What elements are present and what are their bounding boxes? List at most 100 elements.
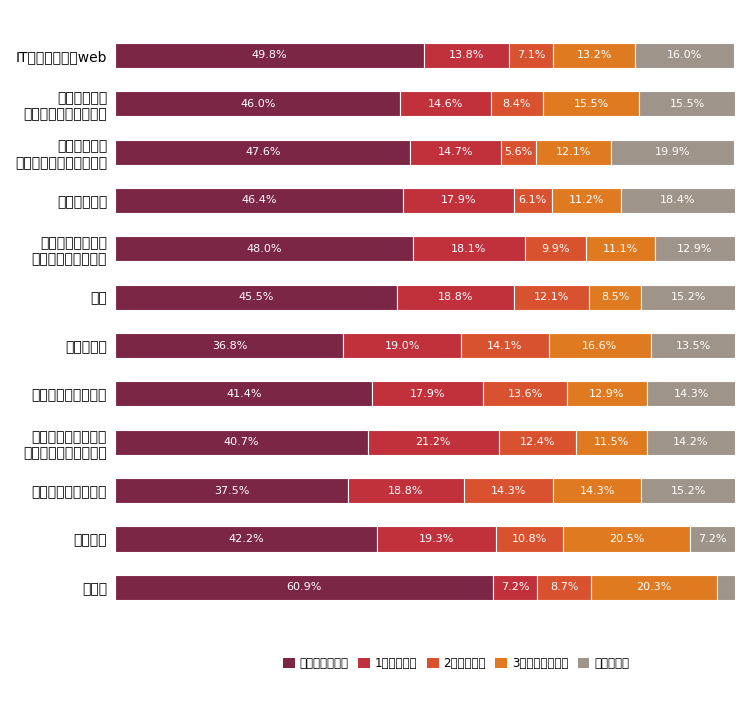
Bar (639, 91, 735, 117)
Bar (543, 91, 639, 117)
Bar (647, 429, 735, 455)
Text: 19.9%: 19.9% (655, 147, 691, 157)
Text: 11.1%: 11.1% (603, 244, 638, 254)
Text: 11.5%: 11.5% (594, 437, 629, 447)
Text: 14.1%: 14.1% (488, 340, 523, 350)
Bar (496, 526, 563, 552)
Bar (344, 333, 461, 358)
Bar (461, 333, 548, 358)
Bar (116, 43, 424, 68)
Bar (553, 478, 641, 503)
Bar (116, 575, 493, 600)
Bar (464, 478, 553, 503)
Text: 12.9%: 12.9% (590, 389, 625, 399)
Text: 7.2%: 7.2% (698, 534, 727, 544)
Bar (398, 285, 514, 310)
Text: 14.7%: 14.7% (438, 147, 474, 157)
Text: 41.4%: 41.4% (226, 389, 262, 399)
Text: 15.2%: 15.2% (670, 292, 706, 302)
Bar (368, 429, 499, 455)
Bar (655, 236, 735, 261)
Bar (116, 333, 344, 358)
Bar (116, 429, 368, 455)
Text: 19.0%: 19.0% (385, 340, 420, 350)
Bar (548, 333, 651, 358)
Text: 13.8%: 13.8% (449, 51, 484, 60)
Text: 8.7%: 8.7% (550, 582, 578, 592)
Text: 14.2%: 14.2% (674, 437, 709, 447)
Bar (377, 526, 496, 552)
Bar (621, 188, 735, 213)
Text: 47.6%: 47.6% (245, 147, 280, 157)
Bar (116, 91, 400, 117)
Bar (611, 140, 734, 164)
Text: 18.4%: 18.4% (660, 195, 696, 206)
Text: 17.9%: 17.9% (440, 195, 476, 206)
Text: 18.8%: 18.8% (388, 486, 424, 496)
Text: 16.0%: 16.0% (668, 51, 703, 60)
Bar (372, 382, 483, 406)
Bar (651, 333, 735, 358)
Bar (403, 188, 514, 213)
Text: 42.2%: 42.2% (228, 534, 264, 544)
Text: 40.7%: 40.7% (224, 437, 260, 447)
Text: 7.2%: 7.2% (501, 582, 530, 592)
Text: 12.9%: 12.9% (677, 244, 712, 254)
Bar (576, 429, 647, 455)
Text: 8.4%: 8.4% (503, 98, 531, 109)
Bar (525, 236, 586, 261)
Bar (536, 140, 611, 164)
Text: 7.1%: 7.1% (518, 51, 546, 60)
Text: 19.3%: 19.3% (419, 534, 454, 544)
Text: 14.3%: 14.3% (674, 389, 709, 399)
Text: 8.5%: 8.5% (601, 292, 629, 302)
Bar (635, 43, 734, 68)
Text: 48.0%: 48.0% (247, 244, 282, 254)
Bar (116, 382, 372, 406)
Bar (563, 526, 691, 552)
Text: 13.6%: 13.6% (507, 389, 542, 399)
Bar (483, 382, 567, 406)
Bar (499, 429, 576, 455)
Bar (502, 140, 536, 164)
Text: 20.5%: 20.5% (609, 534, 644, 544)
Bar (537, 575, 591, 600)
Text: 36.8%: 36.8% (211, 340, 248, 350)
Text: 14.3%: 14.3% (490, 486, 526, 496)
Bar (691, 526, 735, 552)
Bar (589, 285, 641, 310)
Bar (717, 575, 735, 600)
Text: 60.9%: 60.9% (286, 582, 322, 592)
Text: 13.5%: 13.5% (676, 340, 711, 350)
Bar (647, 382, 736, 406)
Text: 49.8%: 49.8% (252, 51, 287, 60)
Bar (641, 478, 736, 503)
Bar (116, 526, 377, 552)
Bar (400, 91, 491, 117)
Bar (491, 91, 543, 117)
Bar (514, 188, 551, 213)
Text: 15.5%: 15.5% (573, 98, 608, 109)
Text: 46.0%: 46.0% (240, 98, 276, 109)
Text: 6.1%: 6.1% (518, 195, 547, 206)
Bar (410, 140, 502, 164)
Text: 37.5%: 37.5% (214, 486, 249, 496)
Text: 12.1%: 12.1% (556, 147, 591, 157)
Text: 5.6%: 5.6% (505, 147, 533, 157)
Text: 9.9%: 9.9% (542, 244, 570, 254)
Text: 17.9%: 17.9% (410, 389, 446, 399)
Bar (116, 236, 412, 261)
Bar (554, 43, 635, 68)
Text: 14.3%: 14.3% (580, 486, 615, 496)
Bar (116, 285, 398, 310)
Text: 10.8%: 10.8% (512, 534, 548, 544)
Bar (641, 285, 736, 310)
Bar (514, 285, 589, 310)
Text: 45.5%: 45.5% (238, 292, 274, 302)
Bar (591, 575, 717, 600)
Bar (567, 382, 647, 406)
Text: 15.5%: 15.5% (669, 98, 704, 109)
Bar (413, 236, 525, 261)
Text: 11.2%: 11.2% (568, 195, 604, 206)
Text: 12.4%: 12.4% (520, 437, 555, 447)
